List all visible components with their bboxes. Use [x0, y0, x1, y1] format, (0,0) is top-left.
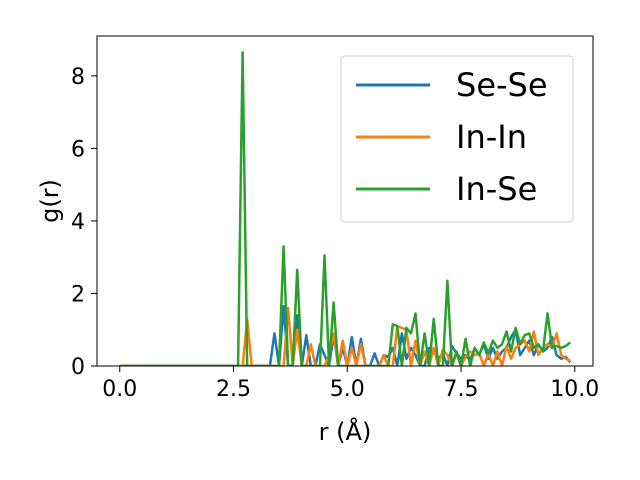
series-line-0	[119, 304, 572, 366]
series-layer	[119, 51, 572, 366]
plot-frame	[96, 35, 594, 367]
y-tick-label: 8	[71, 65, 85, 90]
x-tick-label: 5.0	[330, 377, 365, 402]
y-tick-label: 6	[71, 137, 85, 162]
x-tick-label: 2.5	[216, 377, 251, 402]
legend-label-2: In-Se	[456, 170, 537, 208]
legend-label-0: Se-Se	[456, 66, 548, 104]
y-tick-label: 4	[71, 210, 85, 235]
series-line-1	[119, 306, 571, 366]
y-axis: 0 2 4 6 8	[71, 65, 97, 380]
x-tick-label: 7.5	[444, 377, 479, 402]
y-tick-label: 0	[71, 355, 85, 380]
legend-label-1: In-In	[456, 118, 527, 156]
y-axis-label: g(r)	[36, 179, 64, 223]
legend-box	[340, 55, 574, 223]
x-axis: 0.0 2.5 5.0 7.5 10.0	[102, 366, 599, 402]
legend: Se-Se In-In In-Se	[340, 55, 574, 223]
x-tick-label: 0.0	[102, 377, 137, 402]
x-axis-label: r (Å)	[319, 417, 372, 446]
y-tick-label: 2	[71, 282, 85, 307]
x-tick-label: 10.0	[550, 377, 599, 402]
series-line-2	[119, 51, 572, 366]
